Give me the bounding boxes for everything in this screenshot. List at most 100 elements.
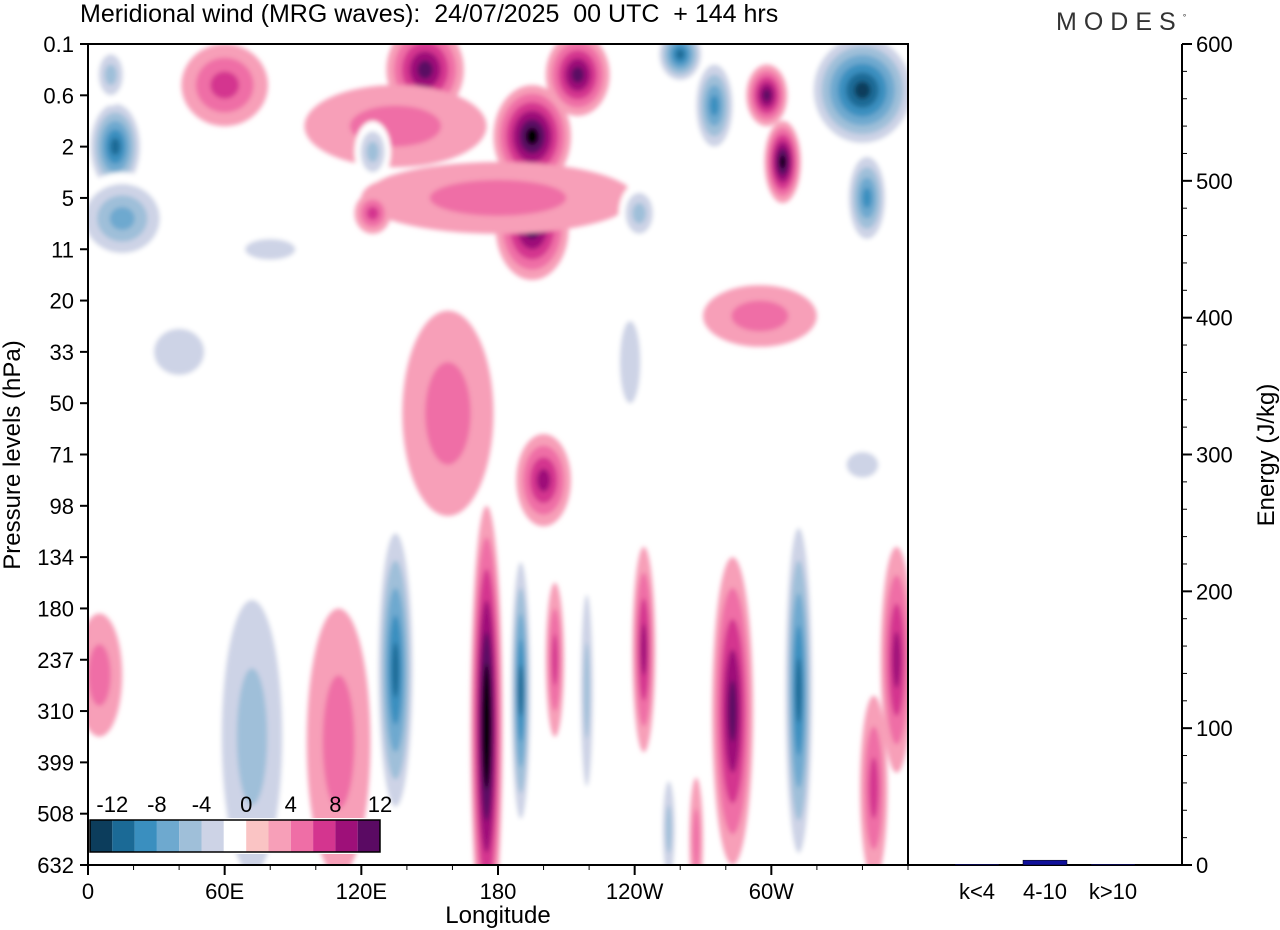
colorbar-swatch — [156, 820, 180, 852]
colorbar-swatch — [313, 820, 336, 852]
y-tick-label: 5 — [62, 186, 74, 211]
contour-band — [517, 664, 524, 717]
contour-band — [245, 239, 296, 260]
y-tick-label: 237 — [37, 648, 74, 673]
contour-band — [692, 808, 700, 865]
contour-band — [583, 642, 590, 739]
energy-bar — [1022, 859, 1068, 866]
wind-anomaly-13 — [689, 777, 703, 865]
wind-anomaly-11 — [306, 608, 371, 865]
contour-band — [571, 66, 585, 84]
contour-band — [109, 207, 135, 230]
colorbar-swatch — [268, 820, 291, 852]
colorbar-label: -4 — [192, 792, 212, 817]
wind-anomaly-28 — [655, 44, 706, 86]
wind-anomaly-14 — [88, 613, 123, 737]
contour-band — [869, 757, 879, 819]
wind-anomaly-27 — [361, 162, 635, 234]
energy-category-label: k>10 — [1089, 879, 1137, 904]
colorbar-label: -12 — [96, 792, 128, 817]
y-tick-label: 0.6 — [43, 83, 74, 108]
y-tick-label: 20 — [50, 289, 74, 314]
wind-anomaly-33 — [844, 146, 890, 250]
wind-anomaly-16 — [402, 310, 494, 516]
wind-anomaly-24 — [545, 44, 610, 116]
contour-band — [483, 695, 490, 758]
contour-band — [862, 187, 872, 209]
x-tick-label: 60W — [749, 879, 794, 904]
brand-mark: ° — [1182, 12, 1187, 23]
contour-band — [366, 206, 379, 221]
colorbar-label: 12 — [368, 792, 392, 817]
contour-band — [632, 203, 646, 224]
colorbar-swatch — [223, 820, 247, 852]
wind-anomaly-7 — [545, 582, 565, 737]
x-tick-label: 0 — [82, 879, 94, 904]
y-tick-label: 508 — [37, 802, 74, 827]
y-tick-label: 98 — [50, 494, 74, 519]
wind-anomaly-19 — [703, 285, 817, 347]
energy-axis: 0 100 200 300 400 500 600 — [1182, 32, 1233, 878]
wind-anomaly-0 — [470, 505, 503, 865]
wind-anomaly-32 — [805, 44, 908, 152]
contour-band — [392, 642, 399, 698]
contour-band — [366, 141, 379, 163]
wind-anomaly-15 — [516, 434, 571, 527]
colorbar-label: 8 — [329, 792, 341, 817]
contour-band — [795, 658, 802, 723]
contour-band — [104, 64, 117, 86]
wind-anomaly-25 — [181, 44, 268, 127]
energy-category-label: k<4 — [959, 879, 995, 904]
wind-anomaly-10 — [206, 531, 298, 865]
wind-anomaly-35 — [88, 172, 173, 265]
brand-logo: MODES° — [1056, 8, 1186, 37]
y-tick-label: 71 — [50, 443, 74, 468]
colorbar-swatch — [179, 820, 202, 852]
y-tick-label: 134 — [37, 545, 74, 570]
y-tick-label: 632 — [37, 853, 74, 878]
wind-anomaly-39 — [618, 182, 660, 245]
energy-tick-label: 100 — [1196, 716, 1233, 741]
x-axis-label: Longitude — [445, 902, 550, 929]
y-axis-label: Pressure levels (hPa) — [0, 340, 26, 569]
x-tick-label: 120W — [606, 879, 664, 904]
energy-panel: k<4 4-10 k>10 0 100 200 300 400 500 600 Energy (… — [908, 32, 1280, 904]
contour-band — [88, 644, 111, 706]
energy-tick-label: 400 — [1196, 306, 1233, 331]
contour-band — [854, 81, 871, 99]
y-tick-label: 180 — [37, 596, 74, 621]
x-tick-label: 60E — [205, 879, 244, 904]
colorbar-swatch — [290, 820, 314, 852]
wind-anomaly-9 — [860, 695, 888, 865]
colorbar-swatch — [357, 820, 380, 852]
wind-anomaly-3 — [782, 495, 815, 865]
wind-anomaly-20 — [830, 439, 895, 491]
colorbar-frame — [89, 819, 381, 853]
energy-axis-label: Energy (J/kg) — [1253, 384, 1280, 527]
wind-anomaly-37 — [220, 228, 321, 270]
contour-band — [551, 634, 558, 686]
wind-anomaly-1 — [509, 536, 533, 845]
wind-anomaly-34 — [88, 95, 145, 198]
wind-anomaly-6 — [577, 546, 596, 835]
wind-anomaly-4 — [712, 557, 754, 865]
y-tick-label: 310 — [37, 699, 74, 724]
colorbar: -12 -8 -4 0 4 8 12 — [88, 792, 392, 854]
wind-anomaly-40 — [354, 192, 391, 234]
colorbar-swatch — [246, 820, 269, 852]
contour-band — [665, 805, 672, 853]
contour-band — [525, 127, 539, 145]
contour-field — [88, 44, 908, 865]
longitude-axis: 0 60E 120E 180 120W 60W — [82, 865, 909, 904]
pressure-axis: 0.1 0.6 2 5 11 20 33 50 71 98 134 180 237 310 399 508 63… — [37, 32, 88, 878]
colorbar-label: 4 — [285, 792, 297, 817]
contour-band — [619, 321, 641, 404]
colorbar-label: -8 — [147, 792, 167, 817]
y-tick-label: 0.1 — [43, 32, 74, 57]
y-tick-label: 33 — [50, 340, 74, 365]
wind-anomaly-36 — [92, 44, 129, 106]
wind-anomaly-22 — [493, 85, 571, 188]
energy-tick-label: 600 — [1196, 32, 1233, 57]
colorbar-swatch — [335, 820, 358, 852]
